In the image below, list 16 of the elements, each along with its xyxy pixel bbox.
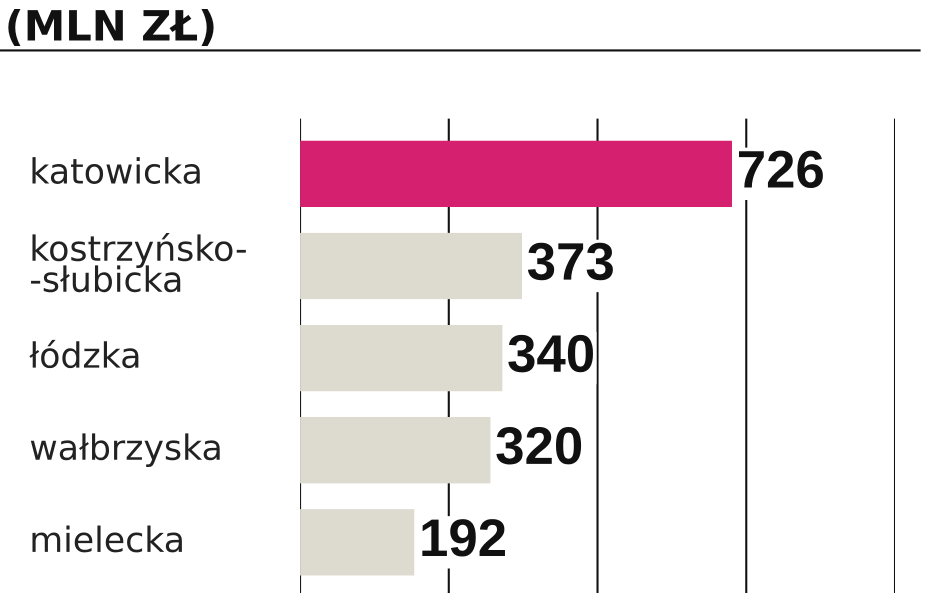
chart-title: (MLN ZŁ) [8,8,214,46]
bar [300,324,502,392]
y-tick-label: kostrzyńsko- -słubicka [31,233,246,292]
data-label: 192 [422,519,505,557]
y-tick-label: katowicka [32,157,200,184]
data-label: 373 [528,242,613,280]
y-tick-label: łódzka [29,340,138,368]
data-label: 726 [739,150,823,188]
data-label: 340 [508,334,593,372]
bar [300,140,732,208]
bar [300,417,490,484]
bar [300,509,414,576]
bar [300,232,522,300]
y-tick-label: wałbrzyska [30,433,220,468]
y-tick-label: mielecka [32,526,182,552]
data-label: 320 [496,427,582,464]
